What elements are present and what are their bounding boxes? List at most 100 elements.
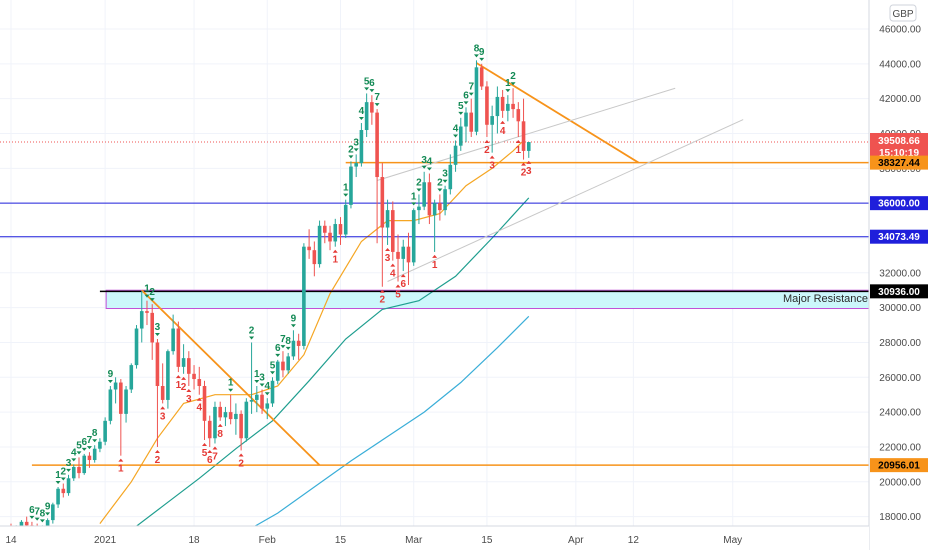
td-count-label: 1 xyxy=(432,260,438,271)
candle xyxy=(296,333,301,360)
level-price-tag xyxy=(870,155,928,170)
candle xyxy=(228,394,233,425)
td-count-label: 6 xyxy=(463,90,469,101)
td-count-label: 5 xyxy=(270,360,276,371)
candle-body xyxy=(275,361,280,381)
candle-body xyxy=(270,380,275,404)
candle xyxy=(485,81,489,137)
td-arrow xyxy=(285,346,291,350)
td-arrow xyxy=(500,120,506,124)
td-arrow xyxy=(34,517,40,521)
candle-body xyxy=(228,412,233,420)
candle xyxy=(511,88,515,118)
td-count-label: 1 xyxy=(176,380,182,391)
candle xyxy=(260,389,264,414)
td-arrow xyxy=(81,447,87,451)
candle-body xyxy=(526,142,531,151)
currency-badge[interactable] xyxy=(889,4,917,22)
td-arrow xyxy=(442,179,448,183)
candle-body xyxy=(187,358,191,374)
td-count-label: 7 xyxy=(468,82,474,93)
moving-average-layer xyxy=(99,140,530,535)
candle-body xyxy=(145,311,149,313)
td-count-label: 2 xyxy=(416,177,422,188)
td-count-label: 6 xyxy=(275,343,281,354)
td-arrow xyxy=(149,298,155,302)
major-resistance-label: Major Resistance xyxy=(783,293,868,305)
candle-body xyxy=(375,112,379,178)
td-count-label: 1 xyxy=(55,470,61,481)
td-arrow xyxy=(45,512,51,516)
candle xyxy=(239,410,243,451)
candle-body xyxy=(312,250,317,265)
candle xyxy=(255,386,259,413)
td-arrow xyxy=(521,162,527,166)
td-count-label: 3 xyxy=(526,166,532,177)
td-count-label: 1 xyxy=(228,378,234,389)
candle-body xyxy=(176,328,181,367)
candle xyxy=(490,105,494,153)
td-arrow xyxy=(411,202,417,206)
td-arrow xyxy=(489,155,495,159)
candle xyxy=(270,377,275,407)
td-count-label: 1 xyxy=(343,183,349,194)
candle-body xyxy=(343,204,348,235)
candle-body xyxy=(77,466,81,474)
candle-body xyxy=(213,406,217,439)
td-arrow xyxy=(416,188,422,192)
candle-body xyxy=(474,67,479,132)
candle-body xyxy=(396,251,400,259)
td-count-label: 2 xyxy=(238,458,244,469)
td-count-label: 2 xyxy=(510,71,516,82)
candle-body xyxy=(417,206,421,211)
x-tick-label: Apr xyxy=(568,535,584,546)
td-count-label: 7 xyxy=(280,334,286,345)
candle xyxy=(458,117,463,151)
td-arrow xyxy=(432,254,438,258)
candle xyxy=(223,406,228,427)
x-tick-label: Mar xyxy=(405,535,423,546)
td-count-label: 7 xyxy=(34,507,40,518)
td-arrow xyxy=(60,477,66,481)
candle xyxy=(150,304,155,360)
td-arrow xyxy=(202,442,208,446)
candle xyxy=(51,502,55,524)
x-tick-label: Feb xyxy=(259,535,277,546)
td-arrow xyxy=(39,519,45,523)
candle-body xyxy=(469,112,474,132)
candle xyxy=(427,173,432,225)
level-price-tag xyxy=(870,284,928,299)
resistance-zone xyxy=(105,289,870,310)
candle-body xyxy=(370,102,374,113)
td-arrow xyxy=(426,167,432,171)
td-count-label: 8 xyxy=(285,336,291,347)
currency-label: GBP xyxy=(892,9,913,20)
level-price-tag xyxy=(870,458,928,473)
candle xyxy=(181,344,186,374)
candle-body xyxy=(197,379,202,387)
candle-body xyxy=(56,488,60,505)
td-arrow xyxy=(249,336,255,340)
candle xyxy=(176,321,181,373)
candle-body xyxy=(207,420,212,439)
resistance-zone-layer: Major Resistance xyxy=(105,289,870,310)
td-arrow xyxy=(510,82,516,86)
candle xyxy=(286,352,290,374)
candle xyxy=(469,98,474,137)
candle xyxy=(213,401,217,444)
candle xyxy=(526,142,531,158)
td-arrow xyxy=(154,332,160,336)
candle xyxy=(385,199,390,245)
candle-body xyxy=(385,210,390,228)
candle xyxy=(171,314,175,355)
candle xyxy=(244,398,249,442)
current-price-tag xyxy=(870,133,928,160)
candle-body xyxy=(98,441,102,449)
candle xyxy=(281,351,285,378)
candle xyxy=(370,95,374,125)
x-tick-label: 12 xyxy=(628,535,640,546)
candle-body xyxy=(286,356,290,371)
td-count-label: 3 xyxy=(259,372,265,383)
td-count-label: 1 xyxy=(332,255,338,266)
